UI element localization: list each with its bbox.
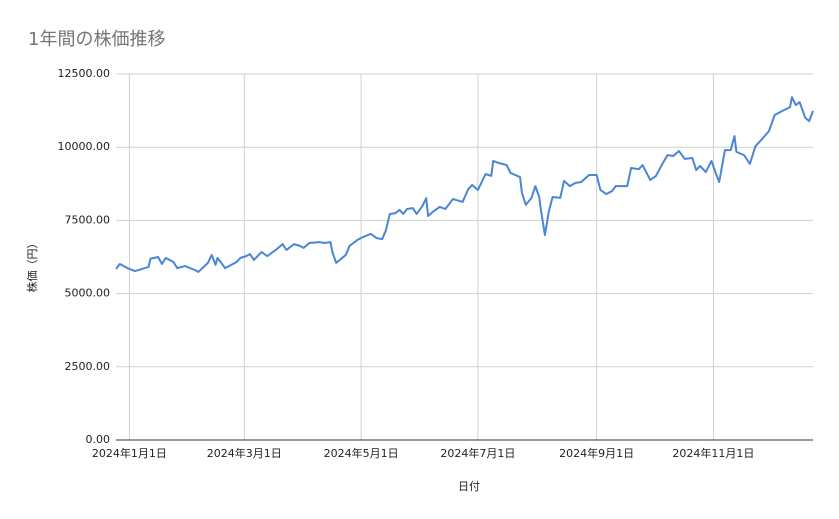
y-axis-label: 株価（円） — [25, 238, 39, 293]
y-tick-label: 0.00 — [86, 433, 111, 446]
price-line — [115, 96, 814, 273]
x-tick-label: 2024年7月1日 — [440, 446, 515, 460]
x-tick-label: 2024年1月1日 — [92, 446, 167, 460]
x-tick-label: 2024年3月1日 — [207, 446, 282, 460]
y-tick-label: 10000.00 — [58, 140, 111, 153]
y-tick-label: 7500.00 — [65, 213, 111, 226]
y-tick-label: 12500.00 — [58, 67, 111, 80]
x-axis-label: 日付 — [458, 480, 480, 493]
y-tick-label: 2500.00 — [65, 360, 111, 373]
x-tick-label: 2024年9月1日 — [559, 446, 634, 460]
y-tick-label: 5000.00 — [65, 287, 111, 300]
x-tick-label: 2024年5月1日 — [324, 446, 399, 460]
chart-title: 1年間の株価推移 — [28, 29, 165, 50]
x-tick-label: 2024年11月1日 — [672, 446, 754, 460]
